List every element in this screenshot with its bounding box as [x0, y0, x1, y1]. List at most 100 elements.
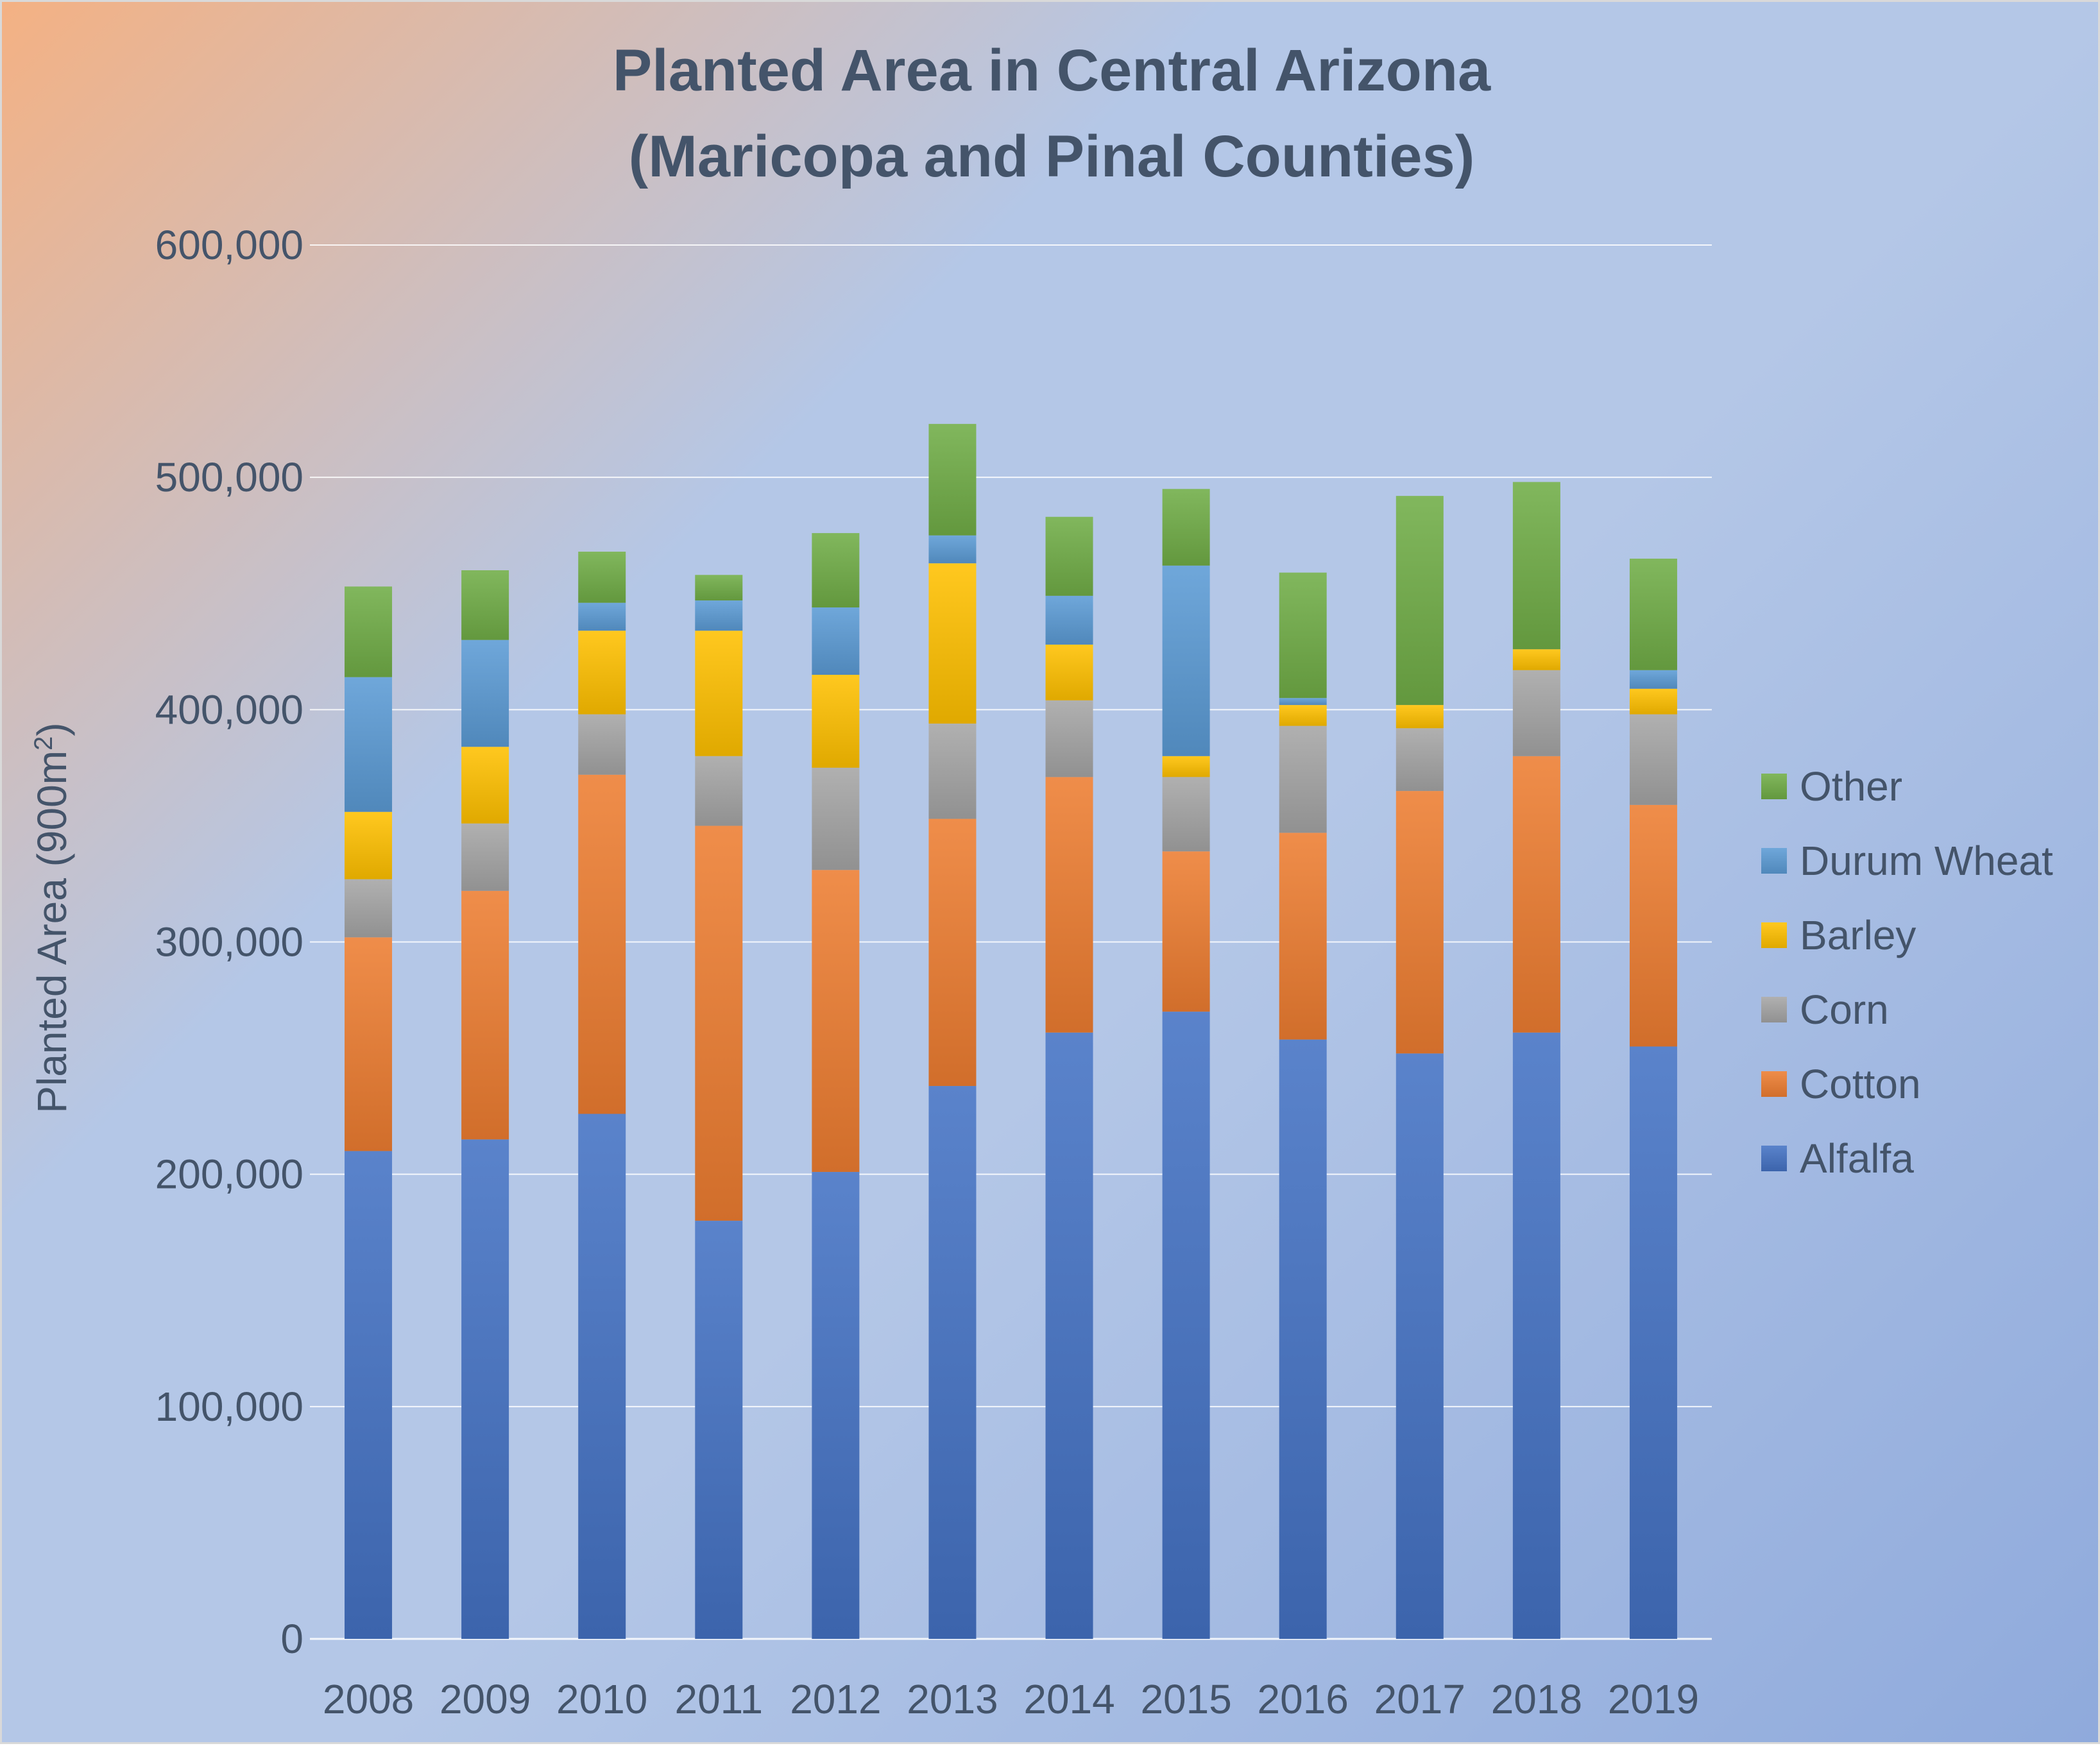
bar-segment-other-2019 [1629, 558, 1677, 670]
bar-stack-2011 [695, 575, 743, 1639]
bar-stack-2014 [1045, 516, 1093, 1639]
bar-segment-cotton-2015 [1162, 851, 1210, 1012]
bar-segment-alfalfa-2014 [1045, 1032, 1093, 1639]
legend-label: Alfalfa [1800, 1135, 1914, 1182]
y-axis-title-superscript: 2 [30, 736, 58, 750]
bar-segment-corn-2014 [1045, 700, 1093, 777]
legend-item-corn: Corn [1761, 987, 1889, 1033]
legend-label: Other [1800, 763, 1902, 809]
legend-swatch [1761, 922, 1787, 948]
bar-segment-alfalfa-2017 [1396, 1053, 1444, 1639]
legend-label: Durum Wheat [1800, 838, 2053, 884]
bar-segment-durum-wheat-2009 [461, 640, 509, 747]
bar-segment-alfalfa-2015 [1162, 1012, 1210, 1639]
bar-segment-cotton-2019 [1629, 804, 1677, 1047]
bar-segment-alfalfa-2016 [1279, 1039, 1327, 1639]
bar-segment-corn-2015 [1162, 777, 1210, 852]
bar-stack-2013 [928, 423, 977, 1639]
bar-segment-alfalfa-2011 [695, 1221, 743, 1639]
legend-item-cotton: Cotton [1761, 1061, 1921, 1107]
x-tick-label: 2017 [1374, 1676, 1465, 1722]
bar-segment-barley-2016 [1279, 705, 1327, 726]
bar-segment-corn-2019 [1629, 714, 1677, 805]
legend-label: Barley [1800, 912, 1916, 958]
bar-segment-barley-2009 [461, 747, 509, 824]
legend-item-other: Other [1761, 763, 1902, 809]
legend-item-alfalfa: Alfalfa [1761, 1135, 1914, 1182]
bar-segment-cotton-2008 [345, 937, 393, 1151]
bar-segment-corn-2009 [461, 823, 509, 891]
bar-segment-cotton-2009 [461, 890, 509, 1140]
bar-segment-durum-wheat-2008 [345, 677, 393, 812]
bar-segment-barley-2018 [1512, 649, 1560, 670]
bar-segment-durum-wheat-2015 [1162, 565, 1210, 756]
chart-title-line-1: Planted Area in Central Arizona [613, 38, 1491, 103]
bar-segment-barley-2011 [695, 631, 743, 756]
bar-segment-barley-2017 [1396, 705, 1444, 729]
y-axis-title-suffix: ) [29, 722, 75, 736]
x-tick-label: 2012 [790, 1676, 881, 1722]
bar-segment-cotton-2018 [1512, 756, 1560, 1033]
legend-label: Cotton [1800, 1061, 1921, 1107]
x-tick-label: 2019 [1608, 1676, 1699, 1722]
y-tick-label: 300,000 [155, 919, 303, 965]
y-tick-label: 200,000 [155, 1151, 303, 1198]
legend-item-barley: Barley [1761, 912, 1916, 958]
legend-swatch [1761, 997, 1787, 1022]
bar-segment-barley-2019 [1629, 688, 1677, 715]
bar-segment-barley-2013 [928, 563, 977, 724]
legend-label: Corn [1800, 987, 1889, 1033]
bar-segment-other-2015 [1162, 489, 1210, 566]
bar-segment-corn-2008 [345, 879, 393, 938]
y-axis-title-main: Planted Area (900m [29, 750, 75, 1114]
bar-segment-cotton-2014 [1045, 777, 1093, 1033]
bar-segment-barley-2012 [812, 675, 860, 768]
x-tick-label: 2010 [556, 1676, 647, 1722]
bar-segment-other-2017 [1396, 496, 1444, 706]
x-tick-label: 2011 [674, 1676, 763, 1722]
bar-segment-durum-wheat-2011 [695, 600, 743, 631]
bar-segment-durum-wheat-2012 [812, 607, 860, 675]
bar-segment-durum-wheat-2014 [1045, 595, 1093, 645]
bar-segment-other-2010 [578, 552, 626, 603]
x-axis-tick-labels: 2008 2009 2010 2011 2012 2013 2014 2015 2016 2017… [323, 1676, 1699, 1722]
bar-stack-2015 [1162, 489, 1210, 1639]
bar-segment-corn-2012 [812, 767, 860, 870]
bar-segment-other-2011 [695, 575, 743, 601]
bar-segment-alfalfa-2013 [928, 1086, 977, 1639]
legend-swatch [1761, 1071, 1787, 1097]
bar-segment-corn-2018 [1512, 670, 1560, 756]
bar-segment-cotton-2010 [578, 774, 626, 1114]
bar-segment-alfalfa-2018 [1512, 1032, 1560, 1639]
bar-segment-corn-2017 [1396, 728, 1444, 792]
y-tick-label: 100,000 [155, 1384, 303, 1430]
bar-segment-barley-2015 [1162, 756, 1210, 777]
bar-segment-durum-wheat-2010 [578, 602, 626, 631]
bar-segment-cotton-2017 [1396, 791, 1444, 1054]
bar-stack-2012 [812, 533, 860, 1639]
bar-segment-other-2009 [461, 570, 509, 640]
bar-segment-alfalfa-2012 [812, 1172, 860, 1639]
legend-swatch [1761, 774, 1787, 799]
bar-segment-cotton-2016 [1279, 833, 1327, 1040]
x-tick-label: 2014 [1023, 1676, 1114, 1722]
bar-stack-2018 [1512, 482, 1560, 1639]
bar-segment-barley-2010 [578, 631, 626, 715]
bars [345, 423, 1677, 1639]
bar-segment-alfalfa-2009 [461, 1139, 509, 1639]
bar-segment-corn-2011 [695, 756, 743, 826]
bar-segment-cotton-2011 [695, 826, 743, 1221]
y-tick-label: 400,000 [155, 686, 303, 733]
y-axis-title: Planted Area (900m2) [29, 722, 75, 1113]
y-tick-label: 500,000 [155, 454, 303, 500]
bar-segment-other-2016 [1279, 572, 1327, 699]
legend-swatch [1761, 848, 1787, 874]
bar-segment-durum-wheat-2019 [1629, 670, 1677, 689]
y-tick-label: 600,000 [155, 222, 303, 268]
x-tick-label: 2016 [1258, 1676, 1349, 1722]
bar-stack-2008 [345, 586, 393, 1639]
bar-segment-other-2008 [345, 586, 393, 677]
bar-segment-other-2012 [812, 533, 860, 607]
